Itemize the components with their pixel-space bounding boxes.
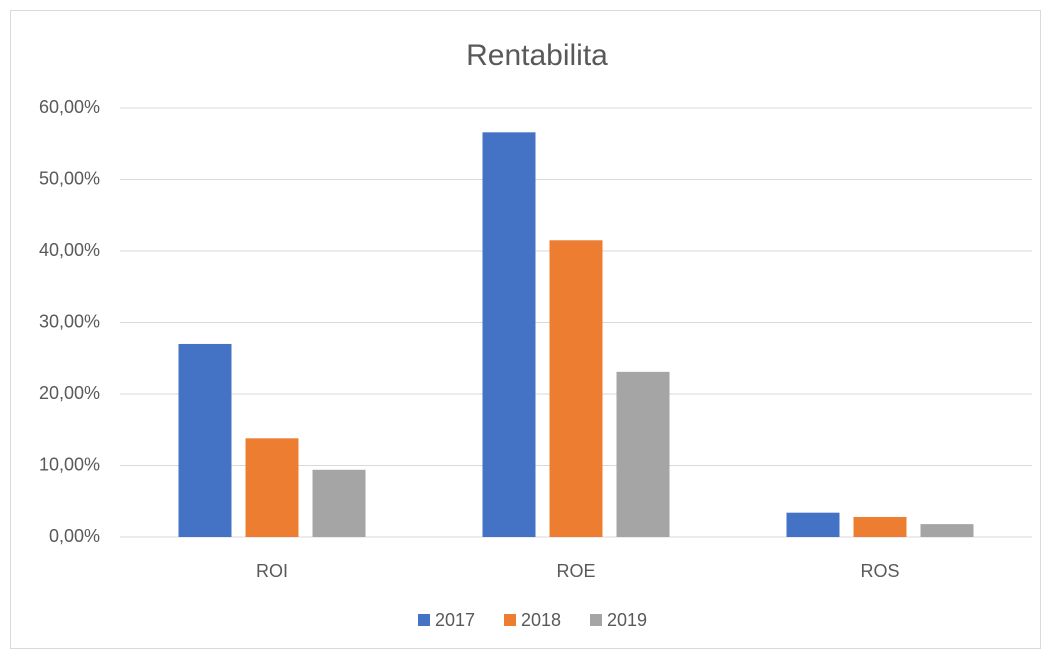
bar xyxy=(920,524,974,537)
legend-swatch xyxy=(504,614,516,626)
bar xyxy=(616,371,670,537)
chart-title: Rentabilita xyxy=(466,39,608,72)
bar xyxy=(549,240,603,537)
bar xyxy=(482,132,536,537)
legend-label: 2019 xyxy=(607,610,647,630)
y-tick-label: 40,00% xyxy=(39,240,100,260)
bar xyxy=(245,438,299,537)
bar xyxy=(786,512,840,537)
x-tick-label: ROI xyxy=(256,561,288,581)
bar xyxy=(853,516,907,537)
y-tick-label: 0,00% xyxy=(49,526,100,546)
y-tick-label: 20,00% xyxy=(39,383,100,403)
bar xyxy=(178,343,232,537)
legend-label: 2017 xyxy=(435,610,475,630)
bar xyxy=(312,469,366,537)
x-tick-label: ROS xyxy=(860,561,899,581)
legend-swatch xyxy=(418,614,430,626)
y-tick-label: 30,00% xyxy=(39,311,100,331)
legend-label: 2018 xyxy=(521,610,561,630)
x-tick-label: ROE xyxy=(556,561,595,581)
legend-swatch xyxy=(590,614,602,626)
y-tick-label: 60,00% xyxy=(39,97,100,117)
y-tick-label: 10,00% xyxy=(39,454,100,474)
y-tick-label: 50,00% xyxy=(39,168,100,188)
